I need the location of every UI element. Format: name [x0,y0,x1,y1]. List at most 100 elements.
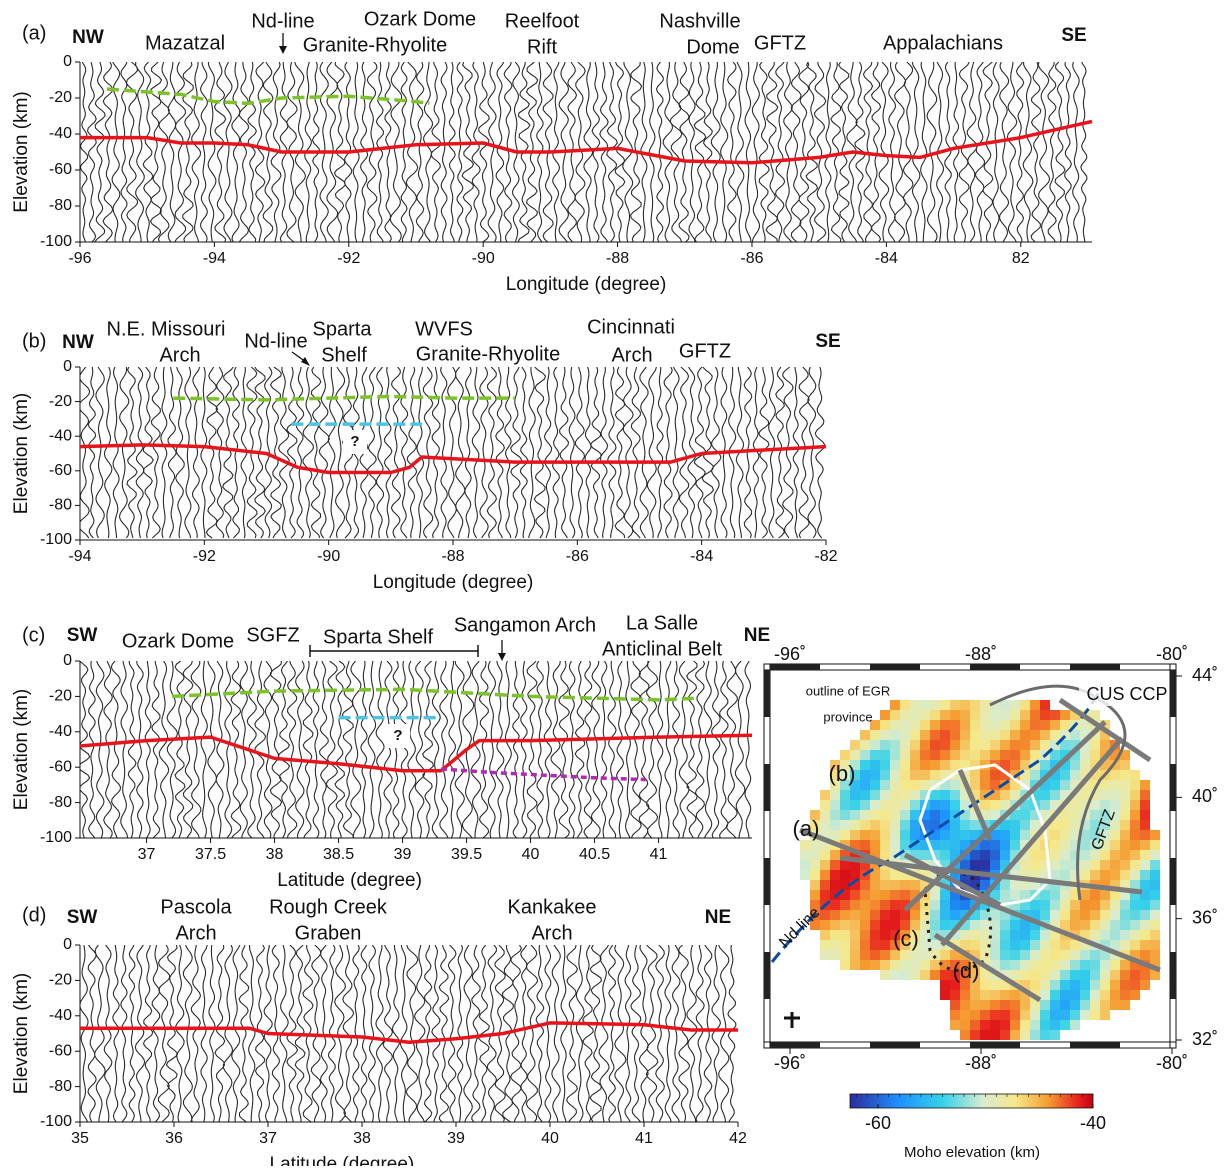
x-tick-label: 39 [447,1130,465,1147]
map-cell [950,1000,960,1010]
map-cell [920,950,930,960]
map-cell [1020,710,1030,720]
map-cell [900,930,910,940]
map-cell [950,1020,960,1030]
map-cell [920,780,930,790]
map-cell [1060,990,1070,1000]
map-cell [1060,740,1070,750]
map-cell [920,910,930,920]
map-cell [970,1020,980,1030]
annotation: Anticlinal Belt [602,638,723,660]
map-cell [820,890,830,900]
y-tick-label: 0 [63,53,72,70]
map-cell [1090,960,1100,970]
map-cell [1130,790,1140,800]
map-cell [1050,840,1060,850]
map-cell [820,910,830,920]
map-cell [1010,950,1020,960]
map-cell [1090,890,1100,900]
map-cell [1130,910,1140,920]
y-tick-label: -80 [49,794,72,811]
cross-marker [784,1012,800,1028]
map-cell [970,780,980,790]
map-cell [890,760,900,770]
map-cell [1140,920,1150,930]
map-cell [1120,820,1130,830]
map-cell [900,810,910,820]
map-cell [850,930,860,940]
map-cell [860,930,870,940]
map-cell [1050,970,1060,980]
map-cell [1130,970,1140,980]
map-cell [910,750,920,760]
map-cell [1070,730,1080,740]
map-cell [1060,750,1070,760]
map-cell [1040,810,1050,820]
map-cell [930,970,940,980]
map-cell [980,840,990,850]
map-cell [970,700,980,710]
map-cell [830,900,840,910]
map-cell [1150,930,1160,940]
annotation: Arch [159,344,200,366]
map-cell [1060,1020,1070,1030]
map-cell [1140,860,1150,870]
map-cell [1030,850,1040,860]
map-cell [990,850,1000,860]
map-cell [890,950,900,960]
map-cell [990,960,1000,970]
map-cell [930,770,940,780]
map-cell [1010,830,1020,840]
map-cell [1110,820,1120,830]
map-cell [990,800,1000,810]
map-cell [850,950,860,960]
map-cell [1130,810,1140,820]
map-cell [870,740,880,750]
map-cell [1100,800,1110,810]
map-cell [1070,760,1080,770]
bracket [309,645,479,657]
map-cell [910,720,920,730]
map-cell [1020,830,1030,840]
map-cell [920,880,930,890]
map-cell [1000,1030,1010,1040]
map-cell [930,870,940,880]
map-cell [1150,920,1160,930]
map-cell [950,920,960,930]
map-cell [1010,1020,1020,1030]
map-cell [1090,970,1100,980]
map-cell [1040,740,1050,750]
x-tick-label: 82 [1012,250,1030,267]
map-cell [880,870,890,880]
map-cell [1020,950,1030,960]
annotation: Nd-line [244,330,307,352]
map-cell [870,930,880,940]
map-cell [1090,830,1100,840]
map-cell [930,960,940,970]
map-cell [900,710,910,720]
map-cell [1130,770,1140,780]
map-cell [950,890,960,900]
map-cell [940,710,950,720]
map-cell [1120,990,1130,1000]
map-cell [1080,730,1090,740]
map-cell [940,980,950,990]
map-cell [960,980,970,990]
map-cell [1010,790,1020,800]
map-cell [950,980,960,990]
map-cell [1000,970,1010,980]
lon-label-bottom: -96˚ [774,1053,806,1073]
map-cell [930,800,940,810]
map-cell [1090,990,1100,1000]
map-cell [950,850,960,860]
map-cell [1000,760,1010,770]
map-cell [840,940,850,950]
map-cell [1070,910,1080,920]
map-cell [800,860,810,870]
frame-bar [1070,664,1120,670]
map-cell [1040,900,1050,910]
annotation: Ozark Dome [122,630,234,652]
map-cell [960,1010,970,1020]
map-cell [1040,760,1050,770]
